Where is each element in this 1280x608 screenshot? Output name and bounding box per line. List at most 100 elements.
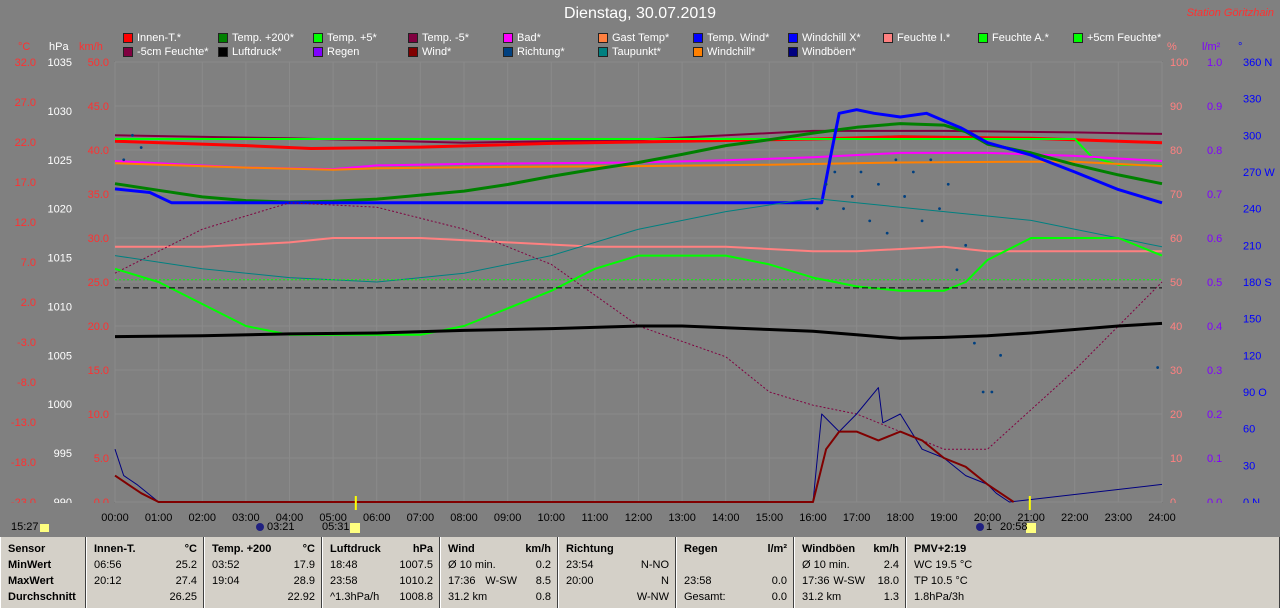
stat-unit: °C bbox=[184, 543, 197, 555]
legend-label: Luftdruck* bbox=[232, 45, 282, 58]
percent-tick-label: 30 bbox=[1170, 365, 1182, 377]
stat-panel: PMV+2:19 WC 19.5 °C TP 10.5 °C 1.8hPa/3h bbox=[906, 537, 1280, 608]
hpa-tick-label: 1035 bbox=[48, 57, 72, 69]
celsius-tick-label: -13.0 bbox=[11, 417, 36, 429]
stat-panel: Wind km/h Ø 10 min. 0.2 17:36 W-SW 8.5 31.2 km 0… bbox=[440, 537, 558, 608]
legend-swatch bbox=[1073, 32, 1083, 43]
stat-cell: 20:12 bbox=[94, 575, 122, 587]
legend-swatch bbox=[503, 32, 513, 43]
legend-label: Taupunkt* bbox=[612, 45, 661, 58]
legend-label: Bad* bbox=[517, 31, 541, 44]
stat-unit: km/h bbox=[525, 543, 551, 555]
legend-swatch bbox=[978, 32, 988, 43]
x-tick-label: 20:00 bbox=[974, 512, 1002, 524]
legend-label: Windböen* bbox=[802, 45, 856, 58]
legend-item: Temp. +200* bbox=[218, 31, 294, 44]
legend-label: Gast Temp* bbox=[612, 31, 670, 44]
stat-cell: 23:58 bbox=[684, 575, 712, 587]
stat-cell: 18.0 bbox=[877, 575, 899, 587]
direction-point bbox=[815, 207, 819, 211]
legend-label: Feuchte A.* bbox=[992, 31, 1049, 44]
stat-panel: Sensor MinWert MaxWert Durchschnitt bbox=[0, 537, 86, 608]
celsius-tick-label: -3.0 bbox=[17, 337, 36, 349]
sunrise-label: 05:31 bbox=[322, 521, 350, 533]
x-tick-label: 18:00 bbox=[886, 512, 914, 524]
kmh-tick-label: 30.0 bbox=[88, 233, 109, 245]
stat-title: Sensor bbox=[8, 543, 46, 555]
legend-label: Temp. Wind* bbox=[707, 31, 770, 44]
hpa-tick-label: 1015 bbox=[48, 253, 72, 265]
series-line bbox=[114, 430, 1015, 503]
moonset-label: 1 bbox=[986, 521, 993, 533]
kmh-tick-label: 15.0 bbox=[88, 365, 109, 377]
stat-unit: l/m² bbox=[767, 543, 787, 555]
stat-cell: 0.0 bbox=[771, 591, 787, 603]
x-tick-label: 13:00 bbox=[668, 512, 696, 524]
legend-label: Temp. +200* bbox=[232, 31, 295, 44]
hpa-tick-label: 1020 bbox=[48, 204, 72, 216]
x-tick-label: 17:00 bbox=[843, 512, 871, 524]
rain-tick-label: 0.6 bbox=[1207, 233, 1222, 245]
stat-cell: 0.0 bbox=[771, 575, 787, 587]
legend-label: -5cm Feuchte* bbox=[137, 45, 209, 58]
legend-label: Temp. -5* bbox=[422, 31, 470, 44]
x-tick-label: 22:00 bbox=[1061, 512, 1089, 524]
percent-axis-header: % bbox=[1167, 41, 1177, 53]
kmh-tick-label: 20.0 bbox=[88, 321, 109, 333]
legend-item: Wind* bbox=[408, 45, 451, 58]
rain-tick-label: 1.0 bbox=[1207, 57, 1222, 69]
stat-cell: W-SW bbox=[833, 575, 865, 587]
hpa-tick-label: 1025 bbox=[48, 155, 72, 167]
series-line bbox=[114, 197, 1163, 283]
direction-point bbox=[911, 170, 915, 174]
legend-swatch bbox=[788, 32, 798, 43]
stat-cell: N-NO bbox=[640, 559, 669, 571]
kmh-axis-header: km/h bbox=[79, 41, 103, 53]
stat-cell: W-SW bbox=[485, 575, 517, 587]
direction-point bbox=[990, 390, 994, 394]
stat-cell: 17:36 bbox=[448, 575, 476, 587]
x-tick-label: 02:00 bbox=[188, 512, 216, 524]
kmh-tick-label: 45.0 bbox=[88, 101, 109, 113]
stat-cell: 1010.2 bbox=[399, 575, 433, 587]
legend-label: Wind* bbox=[422, 45, 452, 58]
stat-cell: 23:54 bbox=[566, 559, 594, 571]
stat-cell: 0.2 bbox=[535, 559, 551, 571]
percent-tick-label: 80 bbox=[1170, 145, 1182, 157]
rain-tick-label: 0.1 bbox=[1207, 453, 1222, 465]
series-line bbox=[114, 321, 1163, 340]
direction-point bbox=[824, 182, 828, 186]
stat-cell: 06:56 bbox=[94, 559, 122, 571]
hpa-tick-label: 1010 bbox=[48, 301, 72, 313]
direction-tick-label: 150 bbox=[1243, 314, 1261, 326]
legend-item: Windchill X* bbox=[788, 31, 861, 44]
x-tick-label: 11:00 bbox=[582, 512, 609, 524]
x-tick-label: 05:00 bbox=[319, 512, 347, 524]
stat-cell: N bbox=[661, 575, 669, 587]
stat-cell: WC 19.5 °C bbox=[914, 559, 973, 571]
stat-unit: hPa bbox=[412, 543, 433, 555]
hpa-tick-label: 1030 bbox=[48, 106, 72, 118]
stat-cell: 28.9 bbox=[293, 575, 315, 587]
stat-cell: 0.8 bbox=[535, 591, 551, 603]
legend-swatch bbox=[313, 46, 323, 57]
stat-cell: 27.4 bbox=[175, 575, 197, 587]
hpa-tick-label: 995 bbox=[54, 448, 72, 460]
direction-point bbox=[139, 146, 143, 149]
legend-label: Temp. +5* bbox=[327, 31, 377, 44]
stat-cell: 18:48 bbox=[330, 559, 358, 571]
kmh-tick-label: 40.0 bbox=[88, 145, 109, 157]
rain-tick-label: 0.2 bbox=[1207, 409, 1222, 421]
direction-point bbox=[877, 182, 880, 186]
stat-title: PMV+2:19 bbox=[914, 543, 967, 555]
series-line bbox=[114, 135, 1163, 150]
stat-cell: 1008.8 bbox=[399, 591, 433, 603]
stat-cell: 2.4 bbox=[883, 559, 899, 571]
stat-cell: MaxWert bbox=[8, 575, 54, 587]
moonrise-label: 03:21 bbox=[267, 521, 295, 533]
legend-label: Richtung* bbox=[517, 45, 565, 58]
stat-cell: 22.92 bbox=[287, 591, 315, 603]
x-tick-label: 23:00 bbox=[1105, 512, 1133, 524]
weather-chart: 00:00 01:00 02:00 03:00 04:00 05:00 06:00 07:00… bbox=[0, 41, 1280, 537]
time-axis-strip bbox=[0, 503, 1280, 537]
